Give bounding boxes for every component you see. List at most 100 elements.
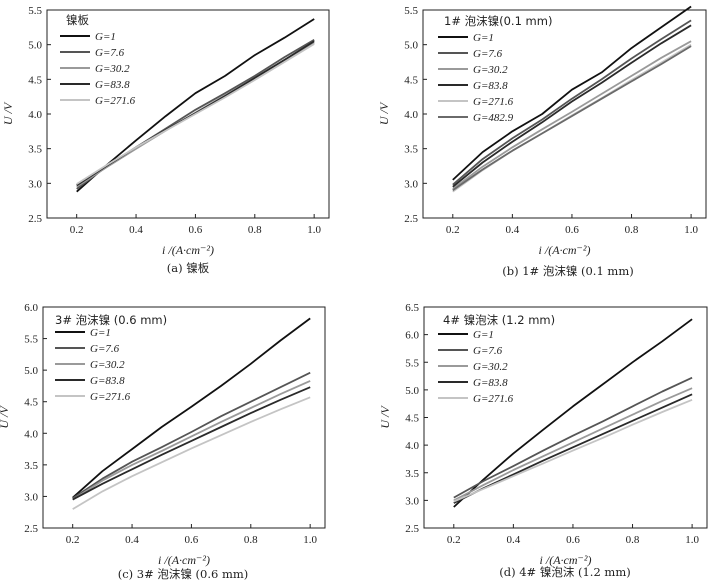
series-line-2: [72, 380, 311, 501]
series-line-1: [72, 371, 311, 500]
x-tick-label: 0.8: [626, 534, 640, 546]
x-axis-label: i /(A·cm⁻²): [158, 553, 210, 567]
y-tick-label: 2.5: [404, 213, 418, 225]
x-tick-label: 1.0: [685, 534, 699, 546]
chart-panel-1: 0.2 0.4 0.6 0.8 1.0 2.5 3.0 3.5 4.0 4.5 5.0 5.5 i /(…: [377, 5, 707, 278]
x-tick-label: 0.4: [129, 224, 143, 236]
y-tick-label: 6.0: [405, 330, 419, 342]
x-tick-label: 0.4: [125, 534, 139, 546]
series-line-3: [452, 24, 692, 188]
panel-caption: (c) 3# 泡沫镍 (0.6 mm): [118, 567, 249, 581]
legend-label: G=271.6: [90, 391, 131, 403]
y-tick-label: 3.5: [405, 468, 419, 480]
series-line-0: [452, 5, 692, 181]
x-axis-label: i /(A·cm⁻²): [540, 553, 592, 567]
legend-label: G=30.2: [90, 359, 125, 371]
panel-title: 4# 镍泡沫 (1.2 mm): [443, 313, 555, 327]
y-tick-label: 6.5: [405, 302, 419, 314]
y-tick-label: 4.0: [28, 109, 42, 121]
x-tick-label: 0.6: [189, 224, 203, 236]
x-tick-label: 0.4: [506, 534, 520, 546]
x-axis-label: i /(A·cm⁻²): [539, 243, 591, 257]
series-line-2: [452, 40, 692, 190]
y-tick-label: 3.0: [404, 178, 418, 190]
y-tick-label: 5.5: [404, 5, 418, 17]
y-tick-label: 5.5: [24, 334, 38, 346]
legend-label: G=7.6: [90, 343, 120, 355]
y-tick-label: 5.0: [405, 385, 419, 397]
x-tick-label: 0.2: [446, 224, 460, 236]
y-axis-label: U /V: [0, 405, 11, 429]
legend-label: G=271.6: [473, 96, 514, 108]
chart-panel-2: 0.2 0.4 0.6 0.8 1.0 2.5 3.0 3.5 4.0 4.5 5.0 5.5 6.0 i…: [0, 302, 326, 581]
series-line-4: [453, 398, 693, 503]
legend-label: G=1: [90, 327, 111, 339]
panel-title: 3# 泡沫镍 (0.6 mm): [55, 313, 167, 327]
y-tick-label: 5.0: [404, 40, 418, 52]
chart-panel-0: 0.2 0.4 0.6 0.8 1.0 2.5 3.0 3.5 4.0 4.5 5.0 5.5 i /(…: [1, 5, 330, 275]
x-axis-label: i /(A·cm⁻²): [162, 243, 214, 257]
y-tick-label: 3.0: [28, 178, 42, 190]
x-tick-label: 0.6: [566, 534, 580, 546]
x-tick-label: 0.8: [248, 224, 262, 236]
x-tick-label: 0.6: [565, 224, 579, 236]
y-tick-label: 4.0: [404, 109, 418, 121]
x-tick-label: 0.2: [447, 534, 461, 546]
series-line-1: [453, 376, 693, 499]
y-tick-label: 4.5: [28, 74, 42, 86]
series-line-4: [72, 396, 311, 510]
legend-label: G=7.6: [473, 48, 503, 60]
series-line-4: [76, 43, 315, 185]
panel-caption: (d) 4# 镍泡沫 (1.2 mm): [499, 565, 630, 579]
legend-label: G=1: [473, 32, 494, 44]
panel-caption: (a) 镍板: [167, 261, 210, 275]
x-tick-label: 0.4: [505, 224, 519, 236]
y-tick-label: 3.5: [28, 144, 42, 156]
x-tick-label: 0.2: [70, 224, 84, 236]
y-tick-label: 4.0: [24, 428, 38, 440]
legend-label: G=7.6: [473, 345, 503, 357]
legend-label: G=30.2: [473, 64, 508, 76]
y-tick-label: 5.0: [28, 40, 42, 52]
y-tick-label: 3.5: [24, 460, 38, 472]
y-tick-label: 3.0: [405, 495, 419, 507]
y-tick-label: 5.5: [28, 5, 42, 17]
y-tick-label: 4.5: [24, 397, 38, 409]
x-tick-label: 1.0: [307, 224, 321, 236]
legend-label: G=7.6: [95, 47, 125, 59]
legend-label: G=1: [95, 31, 116, 43]
y-tick-label: 6.0: [24, 302, 38, 314]
x-tick-label: 1.0: [303, 534, 317, 546]
x-tick-label: 0.2: [66, 534, 80, 546]
legend-label: G=83.8: [473, 377, 508, 389]
x-tick-label: 1.0: [684, 224, 698, 236]
legend-label: G=83.8: [473, 80, 508, 92]
series-line-1: [452, 19, 692, 186]
legend-label: G=1: [473, 329, 494, 341]
series-line-2: [453, 387, 693, 502]
legend-label: G=83.8: [95, 79, 130, 91]
y-axis-label: U /V: [378, 405, 392, 429]
y-tick-label: 5.5: [405, 357, 419, 369]
chart-panel-3: 0.2 0.4 0.6 0.8 1.0 2.5 3.0 3.5 4.0 4.5 5.0 5.5 6.0 6…: [378, 302, 708, 579]
y-tick-label: 4.5: [405, 413, 419, 425]
series-line-0: [72, 317, 311, 499]
y-axis-label: U /V: [1, 101, 15, 125]
legend-label: G=271.6: [473, 393, 514, 405]
series-line-0: [76, 18, 315, 193]
legend-label: G=482.9: [473, 112, 514, 124]
y-tick-label: 5.0: [24, 365, 38, 377]
x-tick-label: 0.8: [625, 224, 639, 236]
panel-title: 镍板: [66, 13, 89, 27]
y-tick-label: 4.0: [405, 440, 419, 452]
plot-frame: [42, 306, 326, 529]
y-tick-label: 2.5: [28, 213, 42, 225]
panel-caption: (b) 1# 泡沫镍 (0.1 mm): [502, 264, 633, 278]
legend-label: G=83.8: [90, 375, 125, 387]
panel-title: 1# 泡沫镍(0.1 mm): [444, 14, 552, 28]
y-axis-label: U /V: [377, 101, 391, 125]
y-tick-label: 4.5: [404, 74, 418, 86]
y-tick-label: 2.5: [24, 523, 38, 535]
legend-label: G=30.2: [95, 63, 130, 75]
